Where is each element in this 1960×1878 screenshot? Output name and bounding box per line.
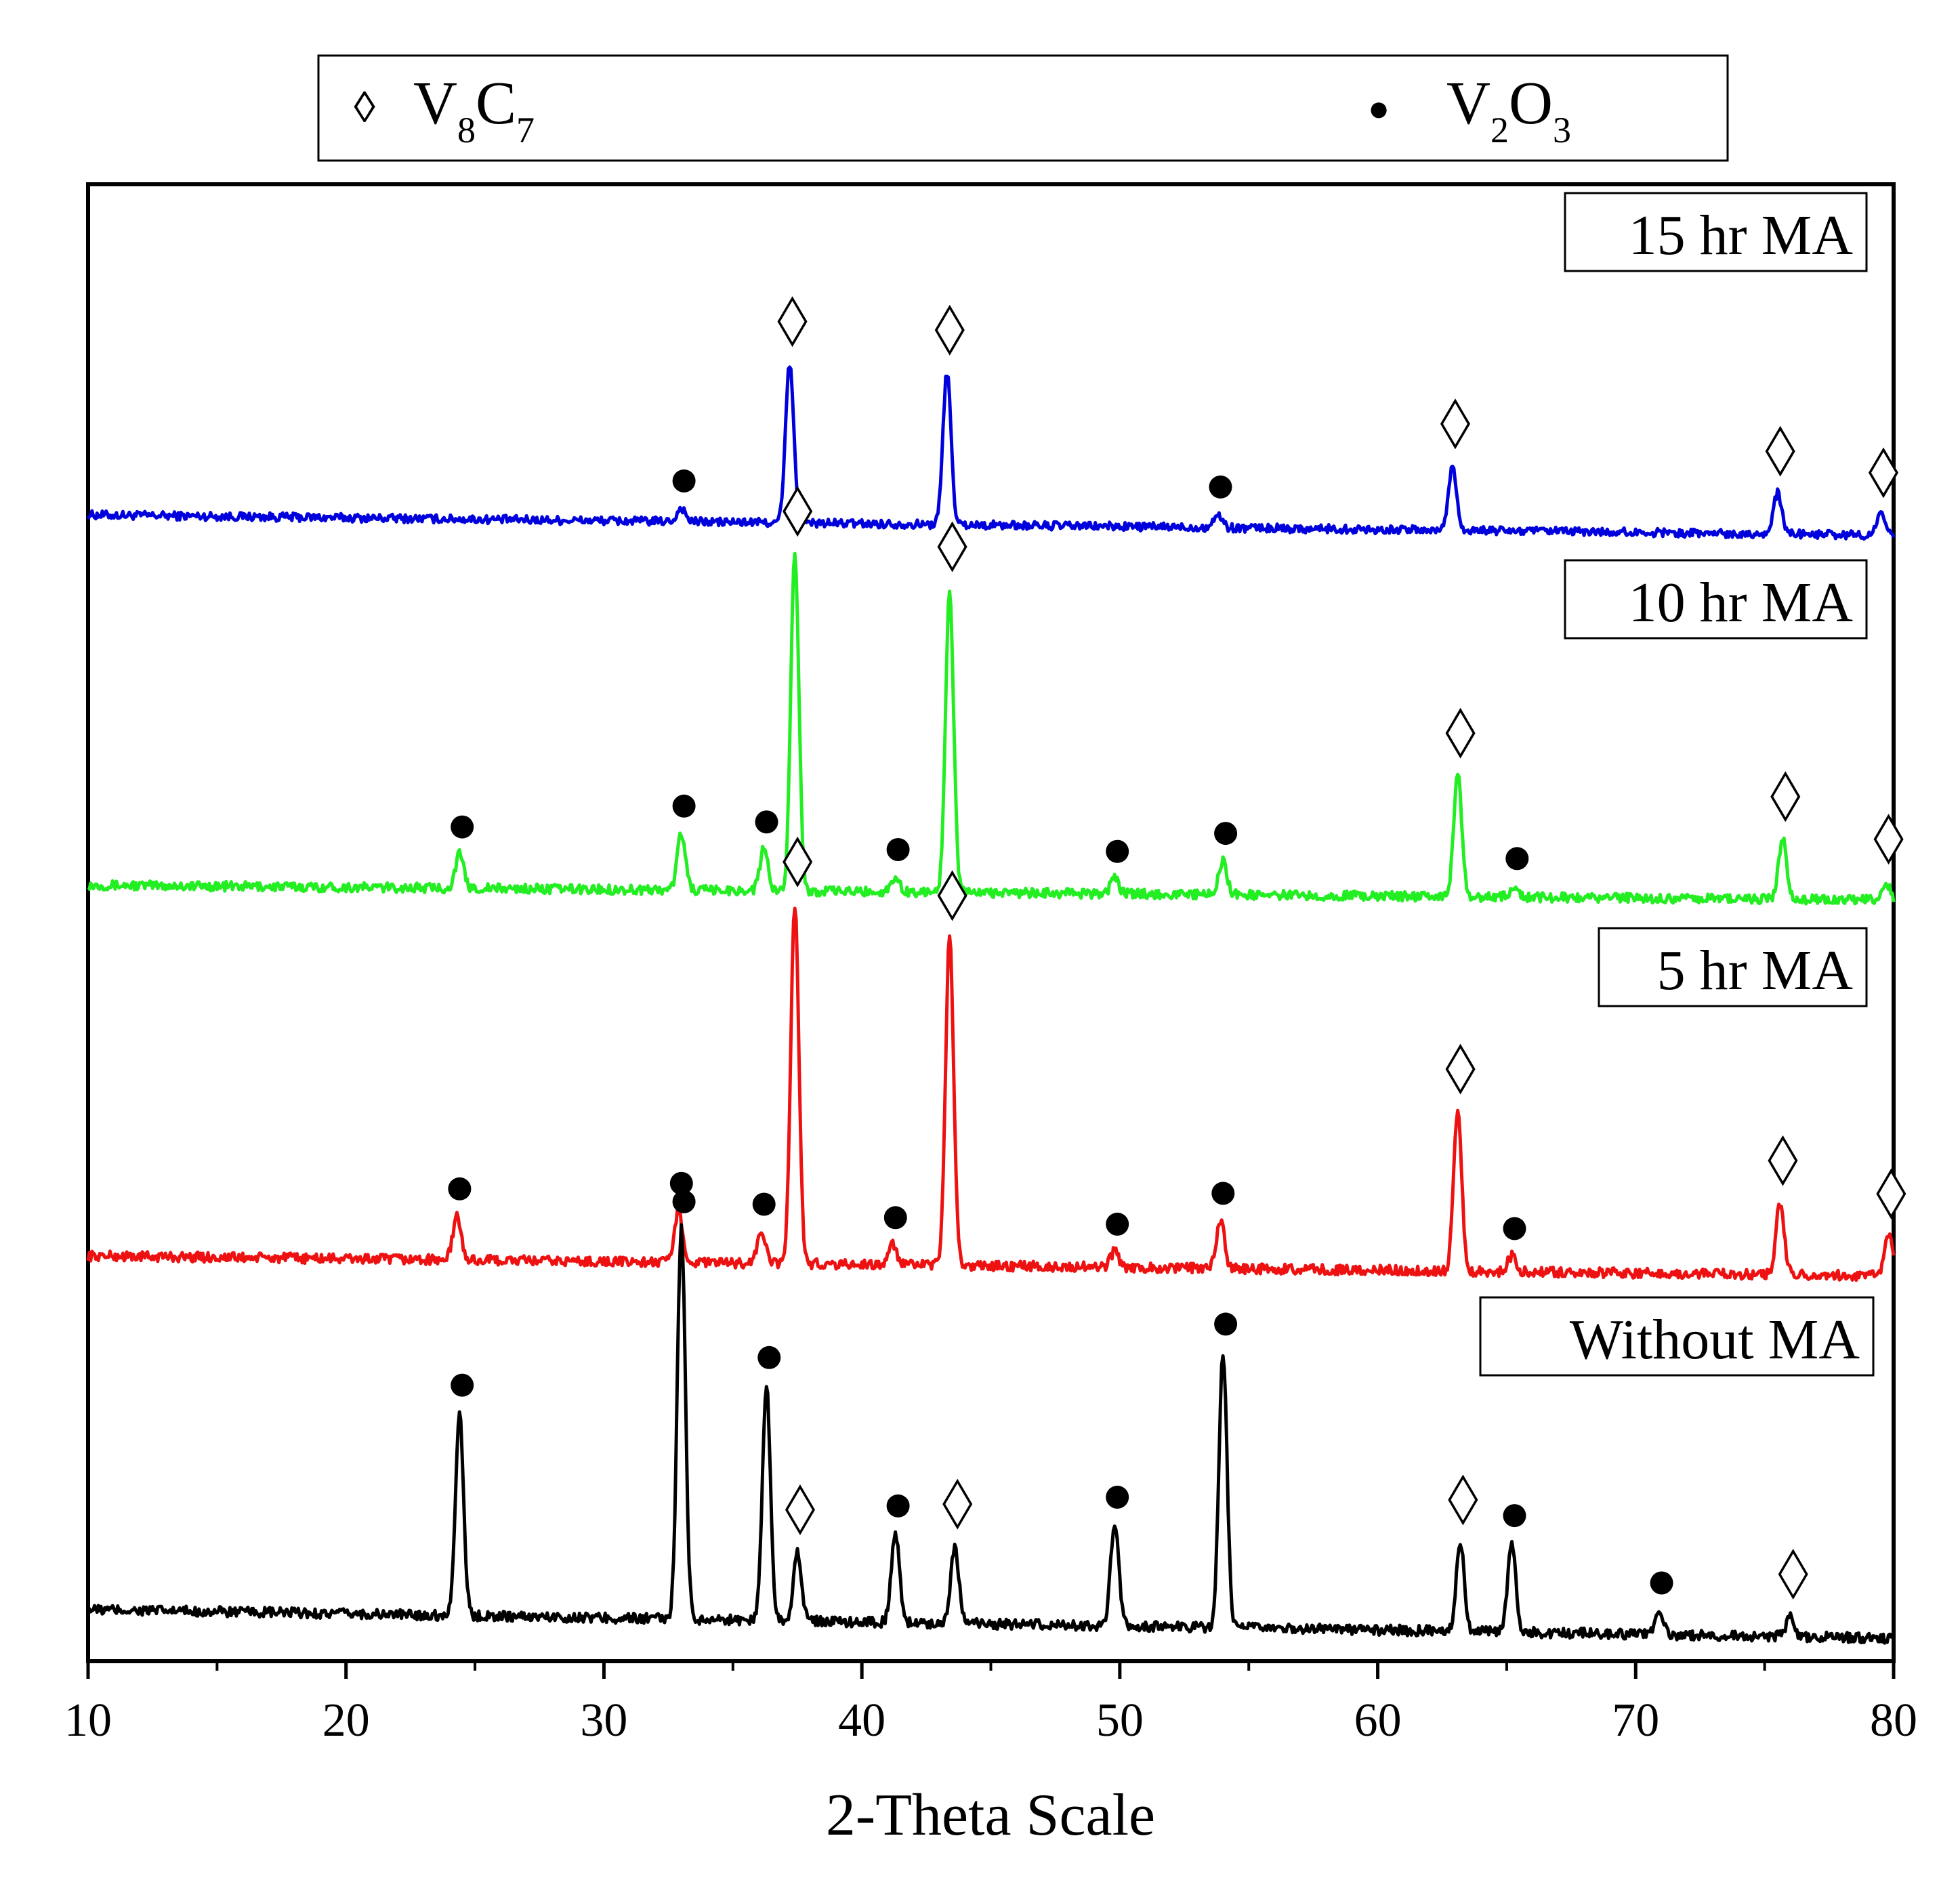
series-label-box-5hr: [1598, 927, 1868, 1007]
x-tick-label: 10: [64, 1694, 112, 1747]
trace-10-hr-ma: [87, 551, 1896, 906]
v2o3-marker: [883, 1206, 907, 1230]
x-tick-label: 60: [1354, 1694, 1402, 1747]
v2o3-marker: [1106, 1485, 1129, 1509]
v2o3-marker: [1503, 1504, 1526, 1528]
v2o3-marker: [752, 1192, 776, 1216]
v2o3-marker: [1106, 1212, 1129, 1236]
v8c7-marker: [1445, 707, 1476, 759]
legend-marker-v2o3: ●: [1368, 88, 1390, 129]
trace-5-hr-ma: [86, 906, 1896, 1282]
x-tick-label: 30: [580, 1694, 627, 1747]
v2o3-marker: [1650, 1571, 1673, 1595]
v8c7-marker: [1868, 447, 1898, 499]
v8c7-marker: [1770, 771, 1801, 822]
legend-label-v8c7: V8C7: [413, 70, 535, 150]
v2o3-marker: [755, 810, 778, 834]
v2o3-marker: [448, 1177, 472, 1201]
legend-label-v2o3: V2O3: [1446, 70, 1571, 150]
legend: ◊ V8C7 ● V2O3: [317, 54, 1729, 162]
v2o3-marker: [1505, 847, 1529, 871]
v8c7-marker: [1445, 1043, 1476, 1095]
legend-box: [317, 54, 1729, 162]
v2o3-marker: [757, 1345, 781, 1369]
v8c7-marker: [783, 836, 813, 888]
v2o3-marker: [1211, 1182, 1235, 1205]
series-label-10hr: 10 hr MA: [1629, 571, 1854, 634]
v2o3-marker: [1214, 1312, 1238, 1336]
v2o3-marker: [672, 794, 696, 818]
v8c7-marker: [942, 1478, 973, 1530]
v8c7-marker: [785, 1484, 815, 1535]
v2o3-marker: [1214, 822, 1238, 846]
x-tick-label: 80: [1870, 1694, 1917, 1747]
v8c7-marker: [937, 870, 967, 921]
v8c7-marker: [1768, 1135, 1798, 1186]
v2o3-marker: [672, 1190, 696, 1213]
v2o3-marker: [1209, 475, 1232, 499]
v8c7-marker: [937, 521, 967, 572]
v2o3-marker: [886, 1494, 910, 1518]
v8c7-marker: [783, 486, 813, 537]
series-label-without: Without MA: [1570, 1308, 1860, 1371]
x-tick-label: 20: [322, 1694, 370, 1747]
marker-layer: [448, 296, 1906, 1600]
v8c7-marker: [1876, 1168, 1906, 1219]
v2o3-marker: [669, 1171, 693, 1195]
plot-frame: [86, 182, 1896, 1663]
series-layer: [86, 365, 1896, 1645]
series-label-5hr: 5 hr MA: [1657, 939, 1854, 1002]
trace-15-hr-ma: [86, 365, 1896, 541]
v8c7-marker: [1448, 1474, 1478, 1526]
v2o3-marker: [886, 838, 910, 861]
v8c7-marker: [1873, 814, 1904, 865]
x-axis-label: 2-Theta Scale: [826, 1782, 1155, 1848]
x-tick-label: 70: [1612, 1694, 1659, 1747]
v2o3-marker: [1503, 1217, 1526, 1240]
x-tick-label: 50: [1096, 1694, 1144, 1747]
series-label-box-without: [1479, 1296, 1875, 1377]
v8c7-marker: [777, 296, 808, 348]
series-label-box-15hr: [1564, 192, 1868, 272]
v2o3-marker: [672, 469, 696, 493]
v8c7-marker: [1440, 398, 1471, 450]
trace-without-ma: [86, 1223, 1896, 1645]
v8c7-marker: [1765, 425, 1795, 477]
series-label-15hr: 15 hr MA: [1629, 204, 1854, 267]
x-tick-label: 40: [838, 1694, 885, 1747]
series-label-box-10hr: [1564, 559, 1868, 640]
v2o3-marker: [451, 815, 474, 839]
x-axis: 10 20 30 40 50 60 70 80: [64, 1661, 1917, 1747]
v8c7-marker: [934, 304, 965, 356]
v2o3-marker: [451, 1373, 474, 1397]
series-labels: 15 hr MA 10 hr MA 5 hr MA Without MA: [1479, 192, 1875, 1377]
legend-marker-v8c7: ◊: [354, 83, 375, 131]
v8c7-marker: [1778, 1549, 1808, 1600]
v2o3-marker: [1106, 839, 1129, 863]
